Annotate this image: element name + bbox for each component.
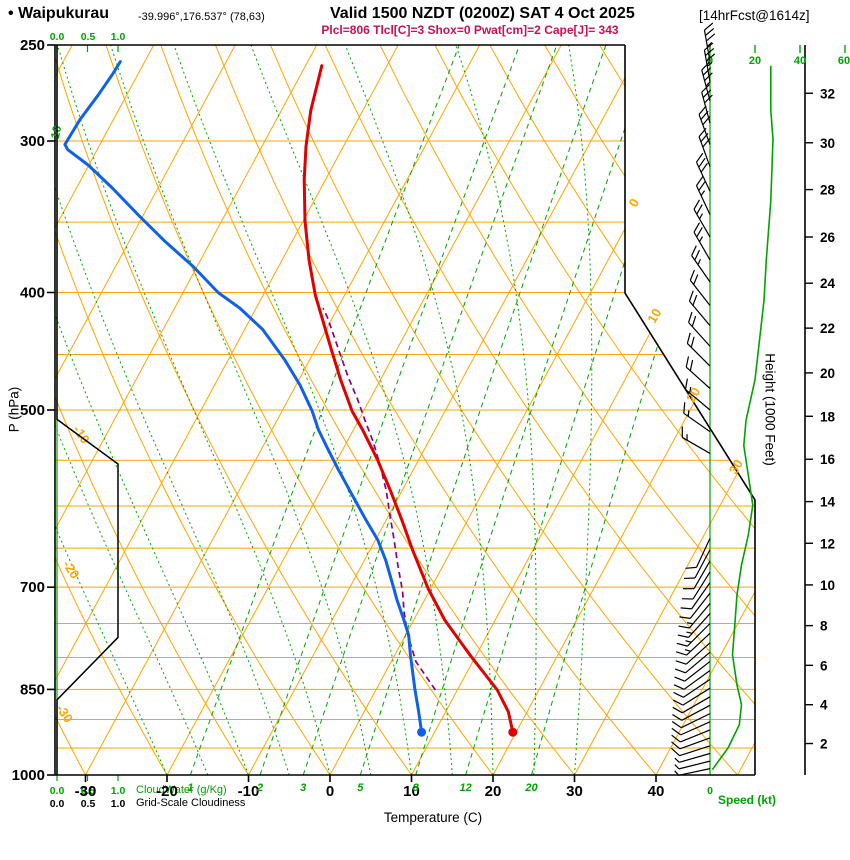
valid-time: Valid 1500 NZDT (0200Z) SAT 4 Oct 2025 (330, 5, 635, 22)
station-bullet: • (8, 5, 14, 22)
dewpoint-curve (63, 60, 424, 734)
speed-tick-label: 60 (838, 55, 850, 67)
height-tick-label: 20 (820, 366, 835, 381)
temperature-axis-title: Temperature (C) (383, 810, 483, 825)
cloudwater-scale-bottom-05: 0.5 (80, 785, 96, 797)
temperature-tick-label: -20 (156, 783, 178, 800)
temperature-tick-label: -10 (238, 783, 260, 800)
cloudwater-scale-top-1: 1.0 (110, 31, 126, 43)
cloudwater-scale-top-05: 0.5 (80, 31, 96, 43)
temperature-axis: -30 -20 -10 0 10 20 30 40 (75, 775, 665, 800)
sounding-indices: Plcl=806 Tlcl[C]=3 Shox=0 Pwat[cm]=2 Cap… (321, 23, 619, 37)
forecast-tag: [14hrFcst@1614z] (699, 8, 810, 23)
isotherm-label: 0 (626, 196, 643, 210)
temperature-tick-label: 10 (403, 783, 420, 800)
cloudiness-scale-1: 1.0 (110, 798, 126, 810)
cloudiness-curve (56, 45, 119, 775)
mixing-ratio-label: 12 (460, 782, 472, 794)
temperature-tick-label: -30 (75, 783, 97, 800)
surface-dewpoint-dot (417, 727, 427, 737)
station-coords: -39.996°,176.537° (78,63) (138, 11, 265, 23)
height-tick-label: 24 (820, 276, 836, 291)
height-tick-label: 10 (820, 578, 835, 593)
height-tick-label: 8 (820, 619, 828, 634)
cloudwater-scale-bottom-1: 1.0 (110, 785, 126, 797)
temperature-curve (302, 64, 515, 734)
pressure-tick-label: 700 (20, 579, 45, 596)
temperature-tick-label: 0 (326, 783, 334, 800)
isotherm-label: 10 (644, 306, 664, 326)
pressure-tick-label: 400 (20, 284, 45, 301)
speed-axis-top: 0204060 (707, 45, 850, 67)
speed-tick-label: 40 (794, 55, 806, 67)
pressure-tick-label: 850 (20, 681, 45, 698)
temperature-tick-label: 30 (566, 783, 583, 800)
moist-adiabat-label: 10 (48, 124, 65, 140)
height-tick-label: 32 (820, 86, 835, 101)
station-title: • Waipukurau (8, 5, 109, 23)
height-tick-label: 16 (820, 452, 836, 467)
isotherm-label: 30 (726, 457, 746, 477)
pressure-tick-label: 500 (20, 402, 45, 419)
pressure-tick-label: 300 (20, 133, 45, 150)
height-tick-label: 22 (820, 321, 835, 336)
isobar-grid (55, 140, 755, 749)
wind-speed-curve (711, 65, 774, 771)
dry-adiabat-label: -20 (60, 557, 83, 581)
cloudiness-scale-0: 0.0 (49, 798, 65, 810)
pressure-axis: 250 300 400 500 700 850 1000 (12, 37, 55, 784)
height-tick-label: 14 (820, 495, 836, 510)
height-tick-label: 18 (820, 409, 836, 424)
mixing-ratio-label: 5 (357, 782, 364, 794)
pressure-tick-label: 1000 (12, 767, 45, 784)
mixing-ratio-label: 2 (256, 782, 263, 794)
cloudiness-label: Grid-Scale Cloudiness (136, 797, 246, 809)
cloudwater-label: CloudWater (g/Kg) (136, 784, 227, 796)
mixing-ratio-label: 3 (300, 782, 306, 794)
mixing-ratio-label: 8 (413, 782, 420, 794)
speed-axis-zero: 0 (707, 785, 713, 797)
temperature-tick-label: 40 (648, 783, 665, 800)
height-tick-label: 30 (820, 136, 835, 151)
cloudiness-scale-05: 0.5 (80, 798, 96, 810)
speed-tick-label: 20 (749, 55, 761, 67)
height-tick-label: 26 (820, 230, 836, 245)
speed-axis-title: Speed (kt) (718, 793, 777, 807)
temperature-tick-label: 20 (485, 783, 502, 800)
surface-temp-dot (508, 727, 518, 737)
grid-layer (55, 45, 755, 775)
green-axis-lines (56, 45, 711, 781)
wind-barbs (670, 22, 716, 776)
station-name: Waipukurau (18, 5, 110, 22)
pressure-tick-label: 250 (20, 37, 45, 54)
cloudwater-scale-bottom-0: 0.0 (49, 785, 65, 797)
height-tick-label: 12 (820, 536, 835, 551)
mixing-ratio-label: 20 (524, 782, 538, 794)
mixing-ratio-labels: 1 2 3 5 8 12 20 (187, 782, 538, 794)
cloudwater-scale-top-0: 0.0 (49, 31, 65, 43)
height-tick-label: 6 (820, 658, 828, 673)
height-tick-label: 28 (820, 183, 836, 198)
height-tick-label: 2 (820, 737, 828, 752)
mixing-ratio-label: 1 (187, 782, 193, 794)
height-tick-label: 4 (820, 698, 828, 713)
parcel-curve (322, 307, 437, 691)
